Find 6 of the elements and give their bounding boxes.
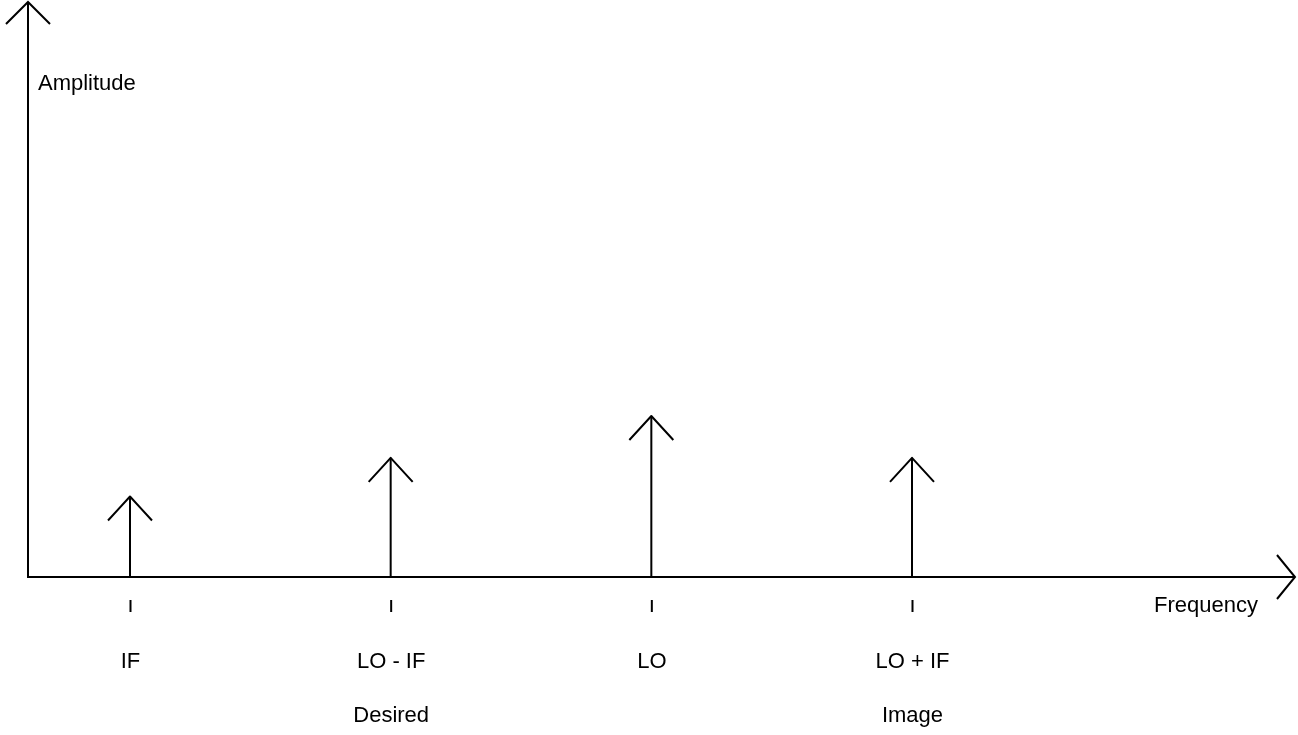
text: Amplitude xyxy=(38,70,136,95)
text: Frequency xyxy=(1154,592,1258,617)
category-label: LO + IF Image xyxy=(875,647,950,727)
x-tick-label: LO xyxy=(637,647,667,673)
category-label: LO - IF Desired xyxy=(353,647,430,727)
x-tick-label: IF xyxy=(120,647,141,673)
